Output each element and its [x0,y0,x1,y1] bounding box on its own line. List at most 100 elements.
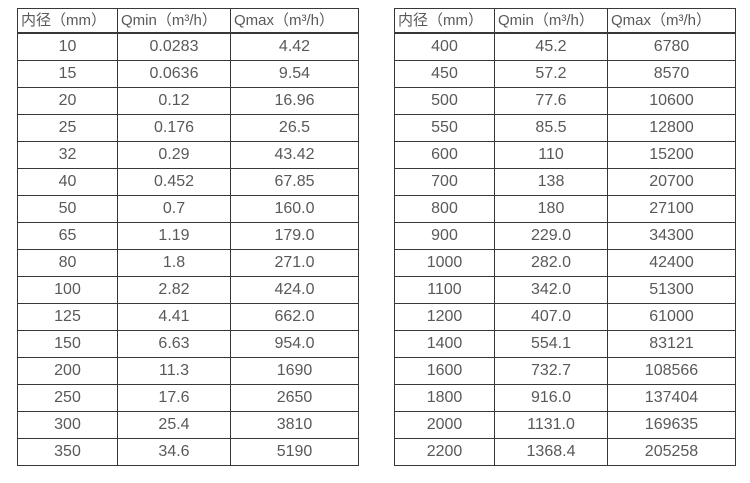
table-row: 200 11.3 1690 [17,357,359,385]
table-row: 900 229.0 34300 [394,222,736,250]
table-cell: 1.8 [117,249,231,277]
table-cell: 2650 [230,384,359,412]
table-row: 65 1.19 179.0 [17,222,359,250]
table-cell: 0.29 [117,141,231,169]
table-row: 600 110 15200 [394,141,736,169]
table-cell: 271.0 [230,249,359,277]
table-cell: 137404 [607,384,736,412]
column-header: 内径（mm） [394,8,495,34]
table-row: 40 0.452 67.85 [17,168,359,196]
table-cell: 1200 [394,303,495,331]
table-cell: 0.176 [117,114,231,142]
table-cell: 282.0 [494,249,608,277]
table-cell: 1000 [394,249,495,277]
table-cell: 250 [17,384,118,412]
table-cell: 0.12 [117,87,231,115]
table-cell: 40 [17,168,118,196]
table-cell: 4.42 [230,32,359,61]
table-cell: 350 [17,438,118,466]
table-cell: 1600 [394,357,495,385]
table-row: 150 6.63 954.0 [17,330,359,358]
table-cell: 600 [394,141,495,169]
table-row: 80 1.8 271.0 [17,249,359,277]
table-cell: 34.6 [117,438,231,466]
flow-table-small-diameters: 内径（mm） Qmin（m³/h） Qmax（m³/h） 10 0.0283 4.42 15… [17,8,359,466]
table-cell: 0.452 [117,168,231,196]
table-cell: 4.41 [117,303,231,331]
table-cell: 0.0283 [117,32,231,61]
table-row: 20 0.12 16.96 [17,87,359,115]
table-cell: 100 [17,276,118,304]
table-cell: 500 [394,87,495,115]
table-cell: 1368.4 [494,438,608,466]
table-row: 32 0.29 43.42 [17,141,359,169]
table-cell: 83121 [607,330,736,358]
table-cell: 554.1 [494,330,608,358]
table-cell: 954.0 [230,330,359,358]
table-cell: 80 [17,249,118,277]
table-cell: 10600 [607,87,736,115]
table-row: 1200 407.0 61000 [394,303,736,331]
table-cell: 20 [17,87,118,115]
table-row: 25 0.176 26.5 [17,114,359,142]
table-cell: 16.96 [230,87,359,115]
table-cell: 1131.0 [494,411,608,439]
column-header: Qmax（m³/h） [230,8,359,34]
table-cell: 5190 [230,438,359,466]
table-cell: 12800 [607,114,736,142]
table-cell: 662.0 [230,303,359,331]
table-cell: 15200 [607,141,736,169]
flow-table-large-diameters: 内径（mm） Qmin（m³/h） Qmax（m³/h） 400 45.2 6780 450… [394,8,736,466]
table-row: 50 0.7 160.0 [17,195,359,223]
table-cell: 1800 [394,384,495,412]
table-row: 350 34.6 5190 [17,438,359,466]
table-cell: 2200 [394,438,495,466]
table-row: 500 77.6 10600 [394,87,736,115]
table-cell: 2.82 [117,276,231,304]
table-cell: 424.0 [230,276,359,304]
column-header: 内径（mm） [17,8,118,34]
table-cell: 400 [394,32,495,61]
table-row: 125 4.41 662.0 [17,303,359,331]
table-row: 300 25.4 3810 [17,411,359,439]
table-cell: 20700 [607,168,736,196]
table-cell: 11.3 [117,357,231,385]
table-cell: 180 [494,195,608,223]
table-cell: 0.7 [117,195,231,223]
table-cell: 169635 [607,411,736,439]
table-cell: 65 [17,222,118,250]
table-cell: 9.54 [230,60,359,88]
table-row: 2000 1131.0 169635 [394,411,736,439]
table-cell: 900 [394,222,495,250]
table-row: 450 57.2 8570 [394,60,736,88]
table-cell: 179.0 [230,222,359,250]
table-cell: 800 [394,195,495,223]
table-cell: 6780 [607,32,736,61]
table-cell: 108566 [607,357,736,385]
table-row: 1800 916.0 137404 [394,384,736,412]
table-cell: 160.0 [230,195,359,223]
table-row: 1600 732.7 108566 [394,357,736,385]
table-row: 700 138 20700 [394,168,736,196]
table-cell: 1690 [230,357,359,385]
table-cell: 205258 [607,438,736,466]
spec-tables-container: 内径（mm） Qmin（m³/h） Qmax（m³/h） 10 0.0283 4.42 15… [17,8,736,466]
table-cell: 229.0 [494,222,608,250]
table-row: 100 2.82 424.0 [17,276,359,304]
table-row: 1400 554.1 83121 [394,330,736,358]
table-cell: 57.2 [494,60,608,88]
table-cell: 138 [494,168,608,196]
table-cell: 407.0 [494,303,608,331]
table-cell: 27100 [607,195,736,223]
table-cell: 51300 [607,276,736,304]
table-row: 2200 1368.4 205258 [394,438,736,466]
table-cell: 61000 [607,303,736,331]
table-cell: 1400 [394,330,495,358]
table-row: 400 45.2 6780 [394,32,736,61]
column-header: Qmin（m³/h） [117,8,231,34]
table-cell: 1100 [394,276,495,304]
table-row: 800 180 27100 [394,195,736,223]
table-cell: 10 [17,32,118,61]
table-cell: 50 [17,195,118,223]
table-cell: 550 [394,114,495,142]
